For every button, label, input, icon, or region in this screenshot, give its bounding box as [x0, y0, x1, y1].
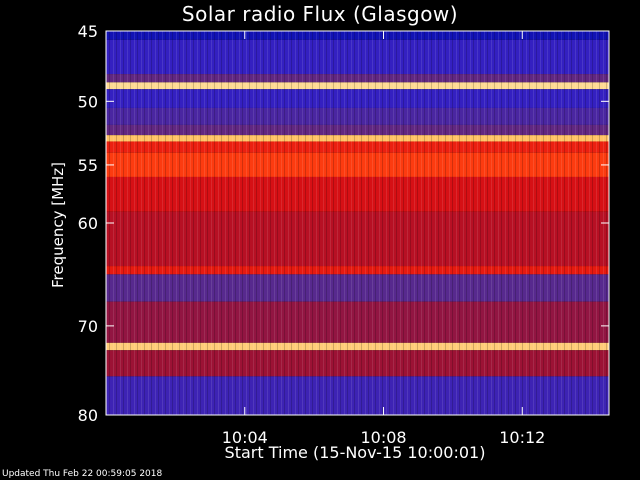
updated-timestamp: Updated Thu Feb 22 00:59:05 2018	[2, 469, 163, 479]
y-axis-label: Frequency [MHz]	[49, 161, 67, 289]
x-tick-label-0: 10:04	[222, 428, 268, 447]
y-tick-label-0: 45	[78, 22, 98, 41]
chart-axes: 45 50 55 60 70 80 10:04 10:08 10:12	[78, 22, 609, 447]
y-tick-label-4: 70	[78, 317, 98, 336]
y-tick-label-3: 60	[78, 214, 98, 233]
spectrogram-plot-area	[106, 31, 609, 415]
x-tick-label-2: 10:12	[499, 428, 545, 447]
x-axis-label: Start Time (15-Nov-15 10:00:01)	[224, 443, 486, 462]
time-variation-texture	[106, 31, 609, 415]
y-tick-label-1: 50	[78, 92, 98, 111]
y-tick-label-2: 55	[78, 156, 98, 175]
chart-title: Solar radio Flux (Glasgow)	[181, 2, 459, 26]
y-tick-label-5: 80	[78, 406, 98, 425]
x-tick-label-1: 10:08	[360, 428, 406, 447]
